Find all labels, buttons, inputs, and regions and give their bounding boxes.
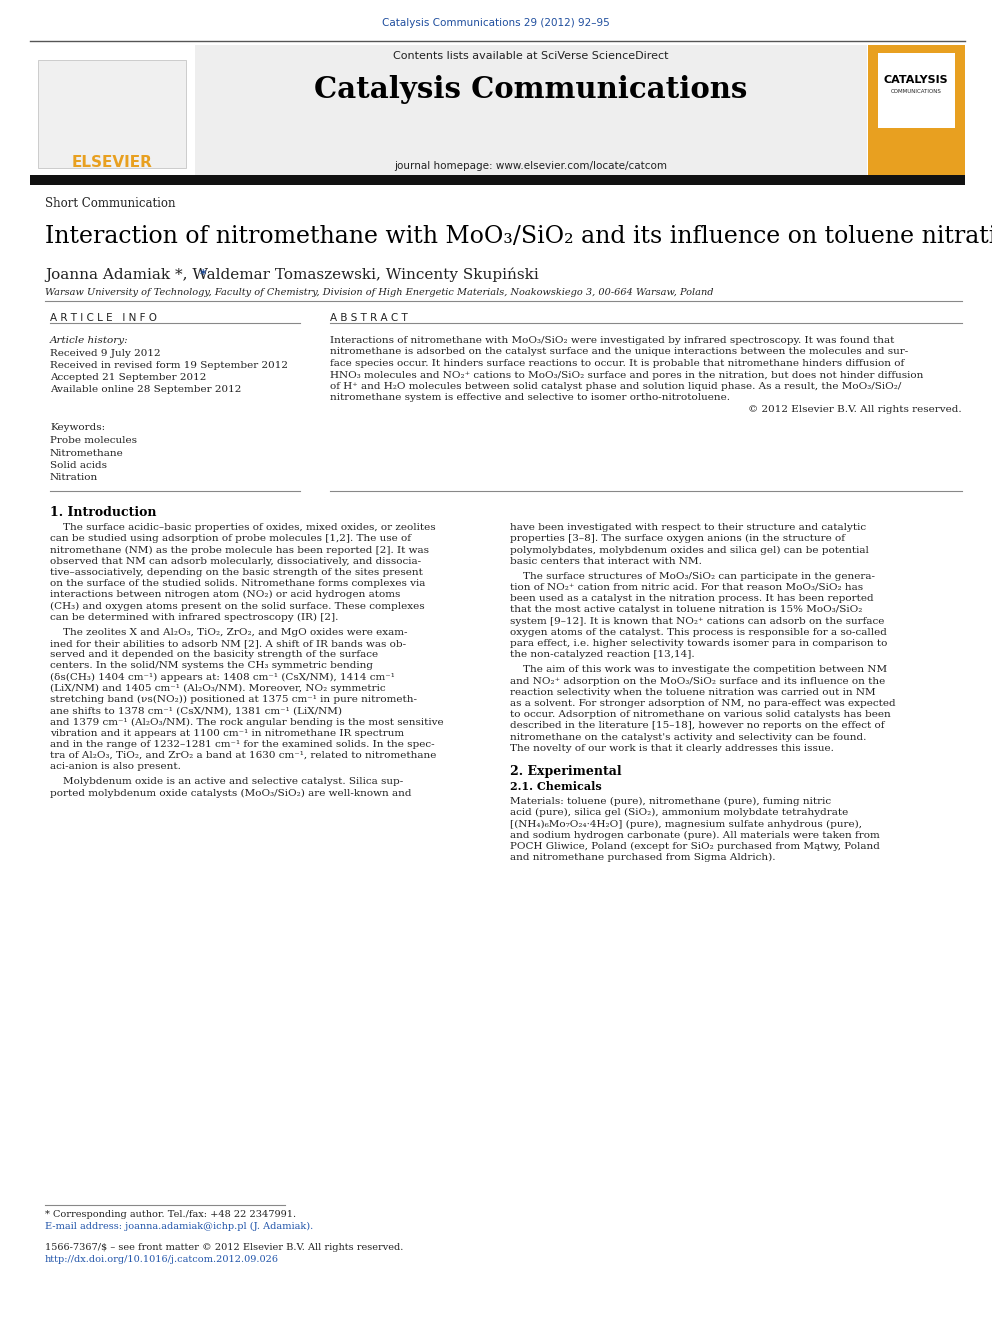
Text: tive–associatively, depending on the basic strength of the sites present: tive–associatively, depending on the bas… [50,568,423,577]
Text: Nitration: Nitration [50,474,98,483]
Text: A B S T R A C T: A B S T R A C T [330,314,408,323]
Text: POCH Gliwice, Poland (except for SiO₂ purchased from Mątwy, Poland: POCH Gliwice, Poland (except for SiO₂ pu… [510,841,880,851]
Text: Short Communication: Short Communication [45,197,176,210]
Text: basic centers that interact with NM.: basic centers that interact with NM. [510,557,702,566]
Text: polymolybdates, molybdenum oxides and silica gel) can be potential: polymolybdates, molybdenum oxides and si… [510,545,869,554]
Text: tion of NO₂⁺ cation from nitric acid. For that reason MoO₃/SiO₂ has: tion of NO₂⁺ cation from nitric acid. Fo… [510,583,863,591]
FancyBboxPatch shape [878,53,955,128]
Text: Catalysis Communications 29 (2012) 92–95: Catalysis Communications 29 (2012) 92–95 [382,19,610,28]
Text: vibration and it appears at 1100 cm⁻¹ in nitromethane IR spectrum: vibration and it appears at 1100 cm⁻¹ in… [50,729,404,738]
Text: the non-catalyzed reaction [13,14].: the non-catalyzed reaction [13,14]. [510,650,694,659]
Text: The zeolites X and Al₂O₃, TiO₂, ZrO₂, and MgO oxides were exam-: The zeolites X and Al₂O₃, TiO₂, ZrO₂, an… [50,628,408,636]
Text: and 1379 cm⁻¹ (Al₂O₃/NM). The rock angular bending is the most sensitive: and 1379 cm⁻¹ (Al₂O₃/NM). The rock angul… [50,717,443,726]
Text: Accepted 21 September 2012: Accepted 21 September 2012 [50,373,206,382]
Text: of H⁺ and H₂O molecules between solid catalyst phase and solution liquid phase. : of H⁺ and H₂O molecules between solid ca… [330,382,902,392]
Text: and NO₂⁺ adsorption on the MoO₃/SiO₂ surface and its influence on the: and NO₂⁺ adsorption on the MoO₃/SiO₂ sur… [510,676,885,685]
Text: (δs(CH₃) 1404 cm⁻¹) appears at: 1408 cm⁻¹ (CsX/NM), 1414 cm⁻¹: (δs(CH₃) 1404 cm⁻¹) appears at: 1408 cm⁻… [50,672,395,681]
Text: Contents lists available at SciVerse ScienceDirect: Contents lists available at SciVerse Sci… [393,52,669,61]
Text: para effect, i.e. higher selectivity towards isomer para in comparison to: para effect, i.e. higher selectivity tow… [510,639,888,648]
Text: Keywords:: Keywords: [50,423,105,433]
Text: Warsaw University of Technology, Faculty of Chemistry, Division of High Energeti: Warsaw University of Technology, Faculty… [45,288,713,296]
Text: (LiX/NM) and 1405 cm⁻¹ (Al₂O₃/NM). Moreover, NO₂ symmetric: (LiX/NM) and 1405 cm⁻¹ (Al₂O₃/NM). Moreo… [50,684,386,693]
Text: Interaction of nitromethane with MoO₃/SiO₂ and its influence on toluene nitratio: Interaction of nitromethane with MoO₃/Si… [45,225,992,247]
Text: observed that NM can adsorb molecularly, dissociatively, and dissocia-: observed that NM can adsorb molecularly,… [50,557,422,566]
Text: aci-anion is also present.: aci-anion is also present. [50,762,181,771]
Text: nitromethane on the catalyst's activity and selectivity can be found.: nitromethane on the catalyst's activity … [510,733,866,742]
Text: Materials: toluene (pure), nitromethane (pure), fuming nitric: Materials: toluene (pure), nitromethane … [510,796,831,806]
Text: ined for their abilities to adsorb NM [2]. A shift of IR bands was ob-: ined for their abilities to adsorb NM [2… [50,639,406,648]
Text: tra of Al₂O₃, TiO₂, and ZrO₂ a band at 1630 cm⁻¹, related to nitromethane: tra of Al₂O₃, TiO₂, and ZrO₂ a band at 1… [50,751,436,759]
Text: Catalysis Communications: Catalysis Communications [314,75,748,105]
Text: http://dx.doi.org/10.1016/j.catcom.2012.09.026: http://dx.doi.org/10.1016/j.catcom.2012.… [45,1256,279,1263]
Text: system [9–12]. It is known that NO₂⁺ cations can adsorb on the surface: system [9–12]. It is known that NO₂⁺ cat… [510,617,885,626]
Text: ported molybdenum oxide catalysts (MoO₃/SiO₂) are well-known and: ported molybdenum oxide catalysts (MoO₃/… [50,789,412,798]
Text: have been investigated with respect to their structure and catalytic: have been investigated with respect to t… [510,523,866,532]
Text: 2. Experimental: 2. Experimental [510,765,622,778]
Text: (CH₃) and oxygen atoms present on the solid surface. These complexes: (CH₃) and oxygen atoms present on the so… [50,602,425,610]
Text: oxygen atoms of the catalyst. This process is responsible for a so-called: oxygen atoms of the catalyst. This proce… [510,628,887,636]
Text: on the surface of the studied solids. Nitromethane forms complexes via: on the surface of the studied solids. Ni… [50,579,426,587]
Text: ane shifts to 1378 cm⁻¹ (CsX/NM), 1381 cm⁻¹ (LiX/NM): ane shifts to 1378 cm⁻¹ (CsX/NM), 1381 c… [50,706,342,716]
Text: that the most active catalyst in toluene nitration is 15% MoO₃/SiO₂: that the most active catalyst in toluene… [510,606,862,614]
Text: The novelty of our work is that it clearly addresses this issue.: The novelty of our work is that it clear… [510,744,834,753]
FancyBboxPatch shape [195,45,867,175]
Text: [(NH₄)₆Mo₇O₂₄·4H₂O] (pure), magnesium sulfate anhydrous (pure),: [(NH₄)₆Mo₇O₂₄·4H₂O] (pure), magnesium su… [510,819,862,828]
Text: *: * [200,269,206,280]
Text: and in the range of 1232–1281 cm⁻¹ for the examined solids. In the spec-: and in the range of 1232–1281 cm⁻¹ for t… [50,740,434,749]
Text: E-mail address: joanna.adamiak@ichp.pl (J. Adamiak).: E-mail address: joanna.adamiak@ichp.pl (… [45,1222,313,1232]
Text: served and it depended on the basicity strength of the surface: served and it depended on the basicity s… [50,650,378,659]
Text: nitromethane (NM) as the probe molecule has been reported [2]. It was: nitromethane (NM) as the probe molecule … [50,545,429,554]
Text: reaction selectivity when the toluene nitration was carried out in NM: reaction selectivity when the toluene ni… [510,688,876,697]
FancyBboxPatch shape [30,175,965,185]
FancyBboxPatch shape [868,45,965,175]
Text: been used as a catalyst in the nitration process. It has been reported: been used as a catalyst in the nitration… [510,594,874,603]
Text: The aim of this work was to investigate the competition between NM: The aim of this work was to investigate … [510,665,887,675]
Text: Received in revised form 19 September 2012: Received in revised form 19 September 20… [50,361,288,370]
Text: Article history:: Article history: [50,336,129,345]
Text: Interactions of nitromethane with MoO₃/SiO₂ were investigated by infrared spectr: Interactions of nitromethane with MoO₃/S… [330,336,895,345]
Text: Available online 28 September 2012: Available online 28 September 2012 [50,385,241,394]
Text: and sodium hydrogen carbonate (pure). All materials were taken from: and sodium hydrogen carbonate (pure). Al… [510,831,880,840]
Text: can be studied using adsorption of probe molecules [1,2]. The use of: can be studied using adsorption of probe… [50,534,411,544]
Text: 2.1. Chemicals: 2.1. Chemicals [510,781,602,792]
Text: © 2012 Elsevier B.V. All rights reserved.: © 2012 Elsevier B.V. All rights reserved… [748,405,962,414]
Text: HNO₃ molecules and NO₂⁺ cations to MoO₃/SiO₂ surface and pores in the nitration,: HNO₃ molecules and NO₂⁺ cations to MoO₃/… [330,370,924,380]
Text: Solid acids: Solid acids [50,460,107,470]
Text: * Corresponding author. Tel./fax: +48 22 2347991.: * Corresponding author. Tel./fax: +48 22… [45,1211,297,1218]
Text: journal homepage: www.elsevier.com/locate/catcom: journal homepage: www.elsevier.com/locat… [395,161,668,171]
FancyBboxPatch shape [38,60,186,168]
Text: 1. Introduction: 1. Introduction [50,505,157,519]
Text: to occur. Adsorption of nitromethane on various solid catalysts has been: to occur. Adsorption of nitromethane on … [510,710,891,720]
Text: and nitromethane purchased from Sigma Aldrich).: and nitromethane purchased from Sigma Al… [510,853,776,863]
Text: acid (pure), silica gel (SiO₂), ammonium molybdate tetrahydrate: acid (pure), silica gel (SiO₂), ammonium… [510,808,848,818]
Text: CATALYSIS: CATALYSIS [884,75,948,85]
Text: 1566-7367/$ – see front matter © 2012 Elsevier B.V. All rights reserved.: 1566-7367/$ – see front matter © 2012 El… [45,1244,404,1252]
Text: COMMUNICATIONS: COMMUNICATIONS [891,89,941,94]
Text: The surface acidic–basic properties of oxides, mixed oxides, or zeolites: The surface acidic–basic properties of o… [50,523,435,532]
Text: can be determined with infrared spectroscopy (IR) [2].: can be determined with infrared spectros… [50,613,338,622]
Text: centers. In the solid/NM systems the CH₃ symmetric bending: centers. In the solid/NM systems the CH₃… [50,662,373,671]
Text: A R T I C L E   I N F O: A R T I C L E I N F O [50,314,157,323]
Text: Nitromethane: Nitromethane [50,448,124,458]
Text: Probe molecules: Probe molecules [50,437,137,445]
Text: properties [3–8]. The surface oxygen anions (in the structure of: properties [3–8]. The surface oxygen ani… [510,534,845,544]
Text: Joanna Adamiak *, Waldemar Tomaszewski, Wincenty Skupiński: Joanna Adamiak *, Waldemar Tomaszewski, … [45,269,539,283]
Text: Received 9 July 2012: Received 9 July 2012 [50,349,161,359]
FancyBboxPatch shape [30,45,195,175]
Text: The surface structures of MoO₃/SiO₂ can participate in the genera-: The surface structures of MoO₃/SiO₂ can … [510,572,875,581]
Text: nitromethane is adsorbed on the catalyst surface and the unique interactions bet: nitromethane is adsorbed on the catalyst… [330,348,909,356]
Text: described in the literature [15–18], however no reports on the effect of: described in the literature [15–18], how… [510,721,885,730]
Text: Molybdenum oxide is an active and selective catalyst. Silica sup-: Molybdenum oxide is an active and select… [50,778,404,786]
Text: ELSEVIER: ELSEVIER [71,155,153,169]
Text: stretching band (νs(NO₂)) positioned at 1375 cm⁻¹ in pure nitrometh-: stretching band (νs(NO₂)) positioned at … [50,695,417,704]
Text: nitromethane system is effective and selective to isomer ortho-nitrotoluene.: nitromethane system is effective and sel… [330,393,730,402]
Text: interactions between nitrogen atom (NO₂) or acid hydrogen atoms: interactions between nitrogen atom (NO₂)… [50,590,401,599]
Text: as a solvent. For stronger adsorption of NM, no para-effect was expected: as a solvent. For stronger adsorption of… [510,699,896,708]
Text: face species occur. It hinders surface reactions to occur. It is probable that n: face species occur. It hinders surface r… [330,359,905,368]
